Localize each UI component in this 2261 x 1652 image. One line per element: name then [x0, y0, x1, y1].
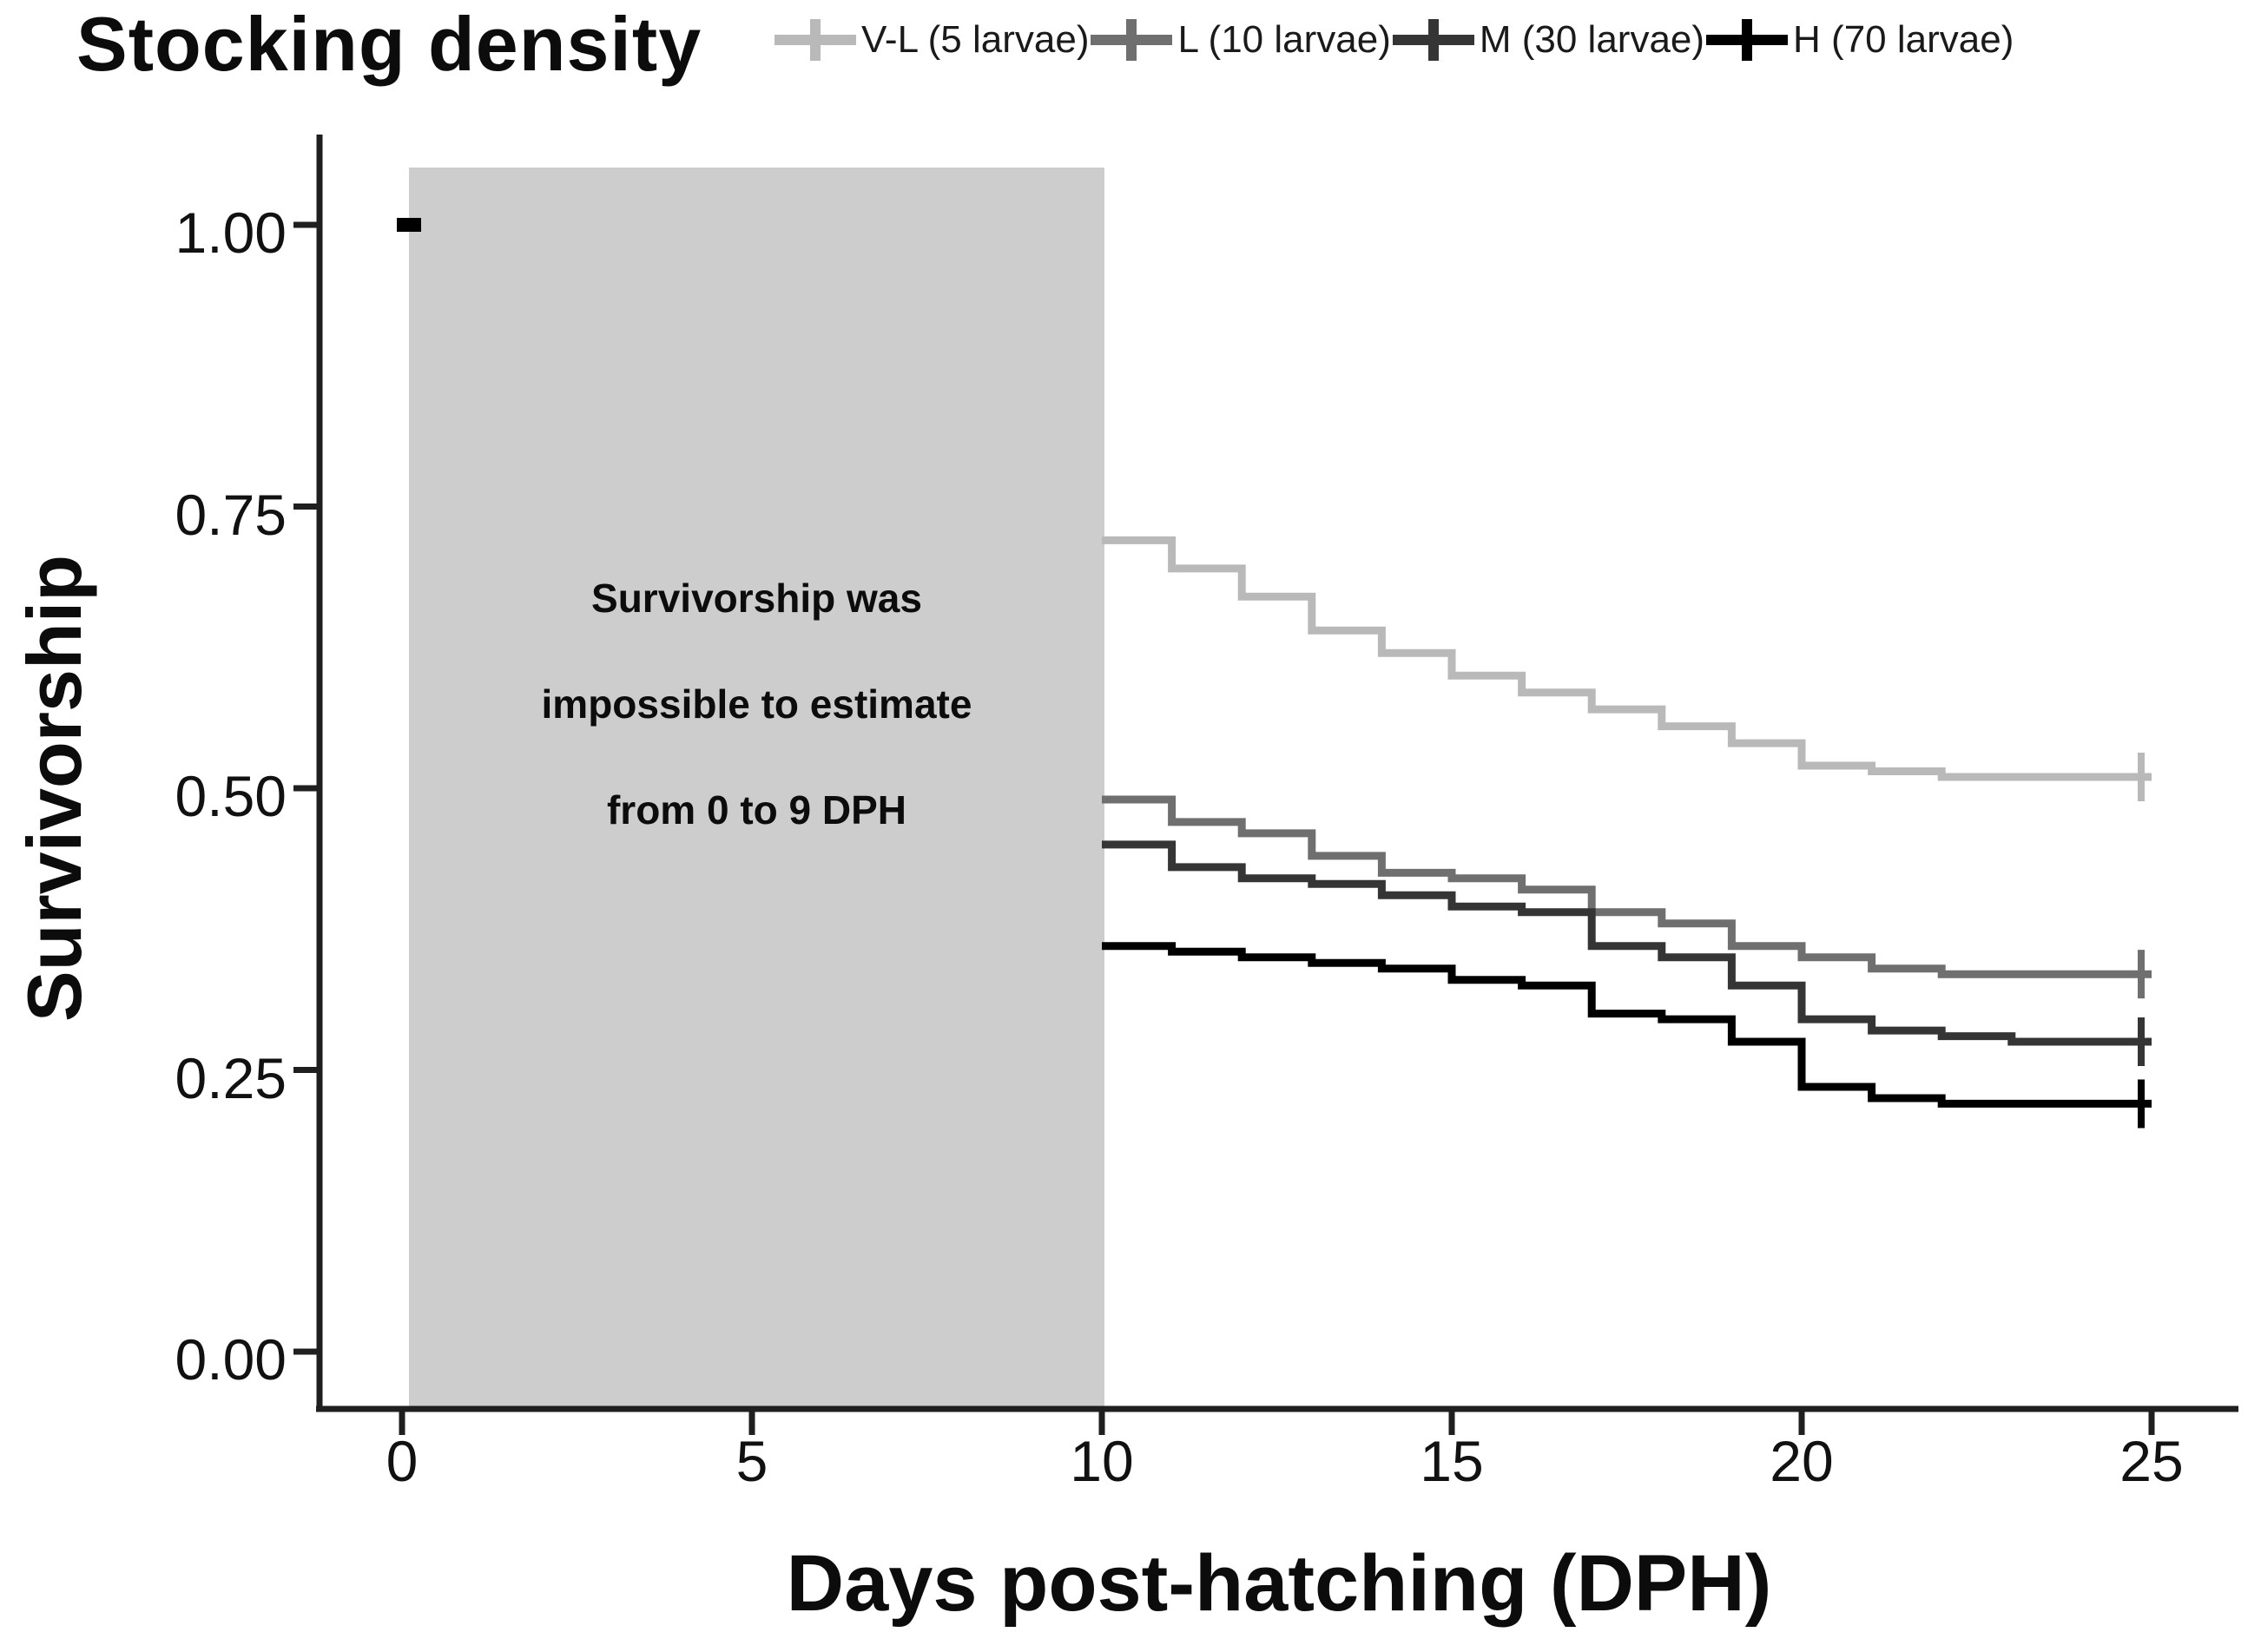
x-tick-label: 25 — [2119, 1429, 2184, 1493]
x-tick-label: 10 — [1070, 1429, 1134, 1493]
legend: V-L (5 larvae) L (10 larvae) M (30 larvae)… — [775, 14, 2015, 66]
y-tick-label: 0.00 — [175, 1327, 287, 1392]
legend-key-cross — [1427, 19, 1439, 61]
survival-curve-h — [1102, 942, 2152, 1108]
x-tick-label: 15 — [1420, 1429, 1484, 1493]
initial-survival-marker — [397, 218, 421, 232]
annotation-line-3: from 0 to 9 DPH — [606, 787, 907, 833]
legend-key-cross — [810, 19, 821, 61]
legend-key-cross — [1126, 19, 1137, 61]
survival-curve-m — [1102, 840, 2152, 1046]
legend-key-icon — [1091, 16, 1173, 63]
annotation-line-1: Survivorship was — [591, 576, 922, 621]
legend-item-l: L (10 larvae) — [1091, 16, 1391, 63]
survival-curve-l — [1102, 795, 2152, 978]
survival-curve-vl — [1102, 536, 2152, 781]
legend-key-icon — [775, 16, 856, 63]
legend-key-cross — [1742, 19, 1753, 61]
x-tick-label: 0 — [386, 1429, 419, 1493]
legend-item-label: H (70 larvae) — [1793, 18, 2014, 61]
annotation-line-2: impossible to estimate — [541, 681, 972, 727]
x-axis-title: Days post-hatching (DPH) — [786, 1539, 1772, 1628]
plot-title: Stocking density — [76, 1, 702, 87]
legend-item-label: L (10 larvae) — [1177, 18, 1391, 61]
legend-item-vl: V-L (5 larvae) — [775, 16, 1089, 63]
x-tick-label: 5 — [735, 1429, 768, 1493]
legend-key-icon — [1706, 16, 1789, 63]
y-tick-label: 0.25 — [175, 1045, 287, 1110]
legend-item-label: V-L (5 larvae) — [861, 18, 1090, 61]
legend-key-icon — [1392, 16, 1474, 63]
legend-item-m: M (30 larvae) — [1392, 16, 1705, 63]
y-tick-label: 0.75 — [175, 482, 287, 547]
x-tick-label: 20 — [1770, 1429, 1834, 1493]
legend-item-label: M (30 larvae) — [1479, 18, 1705, 61]
y-axis-title: Survivorship — [11, 555, 97, 1022]
legend-item-h: H (70 larvae) — [1706, 16, 2014, 63]
y-tick-label: 0.50 — [175, 764, 287, 828]
y-tick-label: 1.00 — [175, 201, 287, 265]
annotation-box — [409, 168, 1104, 1409]
